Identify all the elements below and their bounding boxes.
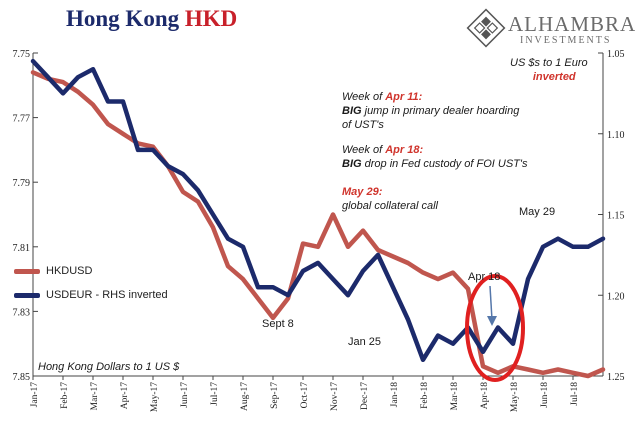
right-tick-label: 1.05 — [607, 49, 625, 60]
logo-sub: INVESTMENTS — [520, 35, 612, 46]
right-tick-label: 1.20 — [607, 291, 625, 302]
x-tick-label: Dec-17 — [360, 382, 370, 410]
apr18-arrow — [489, 285, 493, 321]
highlight-circle — [465, 274, 525, 382]
x-tick-label: Jun-18 — [540, 382, 550, 408]
apr11-bold: BIG — [342, 105, 362, 117]
chart-title: Hong Kong HKD — [66, 6, 237, 32]
logo-name: ALHAMBRA — [508, 12, 637, 36]
x-tick-label: May-18 — [510, 382, 520, 412]
legend-item-hkdusd: HKDUSD — [14, 262, 168, 280]
x-tick-label: Jul-17 — [210, 382, 220, 406]
apr11-text1: jump in primary dealer hoarding — [361, 105, 520, 117]
may29-annotation: May 29: global collateral call — [342, 185, 438, 213]
apr18-prefix: Week of — [342, 144, 386, 156]
logo-diamond-icon — [466, 8, 506, 48]
left-tick-label: 7.85 — [13, 372, 31, 383]
x-tick-label: Jun-17 — [180, 382, 190, 408]
x-tick-label: Nov-17 — [330, 382, 340, 411]
may29-text: global collateral call — [342, 200, 438, 212]
apr18-date: Apr 18: — [385, 144, 424, 156]
left-tick-label: 7.79 — [13, 178, 31, 189]
rhs-note-line1: US $s to 1 Euro — [510, 57, 588, 69]
x-tick-label: Mar-17 — [90, 382, 100, 411]
alhambra-logo: ALHAMBRA INVESTMENTS — [466, 4, 638, 52]
left-tick-label: 7.83 — [13, 307, 31, 318]
x-tick-label: Jul-18 — [570, 382, 580, 406]
rhs-note-line2: inverted — [532, 71, 576, 83]
x-tick-label: Aug-17 — [240, 382, 250, 411]
bottom-note: Hong Kong Dollars to 1 US $ — [38, 361, 180, 373]
x-tick-label: Jan-17 — [30, 382, 40, 408]
right-tick-label: 1.25 — [607, 372, 625, 383]
title-part2: HKD — [184, 6, 238, 31]
x-tick-label: Sep-17 — [270, 382, 280, 409]
apr18-arrow-head — [487, 316, 497, 326]
apr18-text: drop in Fed custody of FOI UST's — [361, 158, 528, 170]
usdeur-line — [30, 58, 606, 363]
x-tick-label: Jan-18 — [390, 382, 400, 408]
x-tick-label: May-17 — [150, 382, 160, 412]
legend-swatch-hkdusd — [14, 268, 40, 274]
may29-label: May 29 — [519, 206, 556, 218]
left-tick-label: 7.75 — [13, 49, 31, 60]
title-part1: Hong Kong — [66, 6, 180, 31]
legend-item-usdeur: USDEUR - RHS inverted — [14, 286, 168, 304]
legend-swatch-usdeur — [14, 292, 40, 298]
x-tick-label: Apr-18 — [480, 382, 490, 409]
apr18-bold: BIG — [342, 158, 362, 170]
x-tick-label: Mar-18 — [450, 382, 460, 411]
left-tick-label: 7.81 — [13, 243, 31, 254]
left-tick-label: 7.77 — [13, 114, 31, 125]
apr11-prefix: Week of — [342, 91, 386, 103]
right-tick-label: 1.15 — [607, 211, 625, 222]
legend-label-hkdusd: HKDUSD — [46, 265, 93, 277]
legend: HKDUSD USDEUR - RHS inverted — [14, 262, 168, 310]
may29-date: May 29: — [342, 186, 383, 198]
x-tick-label: Feb-17 — [60, 382, 70, 409]
right-tick-label: 1.10 — [607, 130, 625, 141]
x-tick-label: Feb-18 — [420, 382, 430, 409]
sept8-label: Sept 8 — [262, 318, 294, 330]
apr11-text2: of UST's — [342, 119, 384, 131]
x-tick-label: Apr-17 — [120, 382, 130, 409]
legend-label-usdeur: USDEUR - RHS inverted — [46, 289, 168, 301]
apr18-annotation: Week of Apr 18: BIG drop in Fed custody … — [342, 143, 528, 171]
x-tick-label: Oct-17 — [300, 382, 310, 409]
jan25-label: Jan 25 — [348, 336, 382, 348]
apr11-date: Apr 11: — [385, 91, 423, 103]
apr11-annotation: Week of Apr 11: BIG jump in primary deal… — [342, 90, 519, 132]
apr18-label: Apr 18 — [468, 271, 501, 283]
rhs-note: US $s to 1 Euro inverted — [510, 56, 588, 84]
hkdusd-line — [30, 70, 606, 379]
